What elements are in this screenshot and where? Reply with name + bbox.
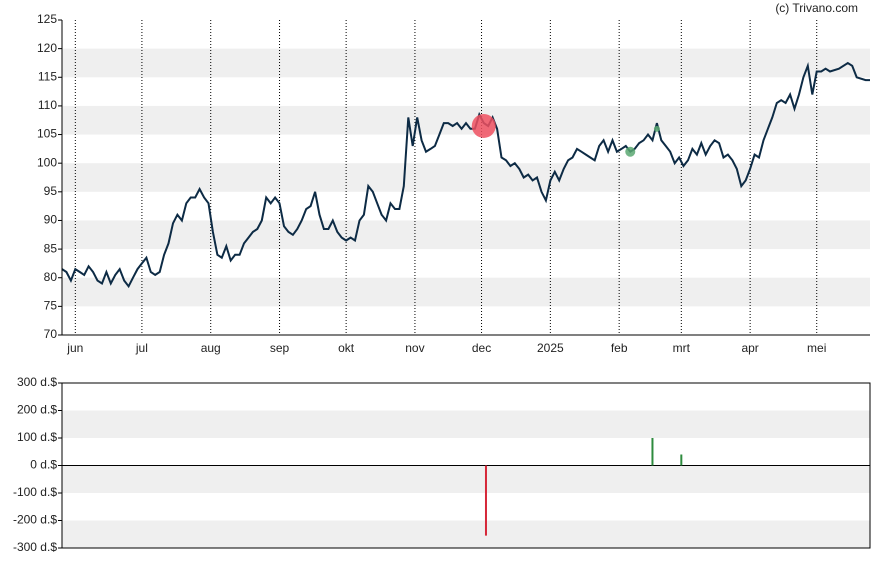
x-tick-label: sep [270, 341, 290, 355]
y-tick-label: 300 d.$ [17, 375, 57, 389]
band [62, 220, 870, 250]
x-tick-label: mei [807, 341, 826, 355]
y-tick-label: 110 [38, 98, 57, 112]
trade-marker [471, 113, 496, 138]
band [62, 277, 870, 307]
x-tick-label: jun [66, 341, 83, 355]
bar [651, 438, 654, 466]
x-tick-label: nov [405, 341, 424, 355]
x-tick-label: dec [472, 341, 491, 355]
y-tick-label: 120 [37, 41, 57, 55]
y-tick-label: 80 [44, 270, 58, 284]
y-tick-label: -200 d.$ [13, 513, 57, 527]
bar [484, 465, 487, 536]
y-tick-label: 95 [44, 184, 58, 198]
y-tick-label: 85 [44, 241, 58, 255]
y-tick-label: 90 [44, 213, 58, 227]
x-tick-label: okt [338, 341, 355, 355]
y-tick-label: -300 d.$ [13, 540, 57, 554]
x-tick-label: apr [741, 341, 758, 355]
y-tick-label: 100 [37, 155, 57, 169]
band [62, 105, 870, 135]
frame [61, 382, 871, 549]
band [62, 163, 870, 192]
band [62, 48, 870, 78]
x-tick-label: aug [201, 341, 221, 355]
y-tick-label: 105 [37, 127, 57, 141]
x-tick-label: mrt [673, 341, 691, 355]
y-tick-label: 0 d.$ [30, 458, 57, 472]
y-tick-label: 70 [44, 327, 58, 341]
y-tick-label: 75 [44, 299, 58, 313]
trade-marker [625, 146, 636, 157]
x-tick-label: 2025 [537, 341, 564, 355]
y-tick-label: 125 [37, 12, 57, 26]
y-tick-label: 100 d.$ [17, 430, 57, 444]
x-tick-label: feb [611, 341, 628, 355]
band [62, 465, 870, 493]
price-line [61, 61, 870, 289]
y-tick-label: 200 d.$ [17, 403, 57, 417]
y-tick-label: 115 [38, 69, 57, 83]
band [62, 520, 870, 548]
bar [680, 454, 683, 466]
y-tick-label: -100 d.$ [13, 485, 57, 499]
x-tick-label: jul [135, 341, 148, 355]
trade-marker [653, 125, 660, 132]
credit: (c) Trivano.com [775, 1, 858, 15]
band [62, 410, 870, 438]
